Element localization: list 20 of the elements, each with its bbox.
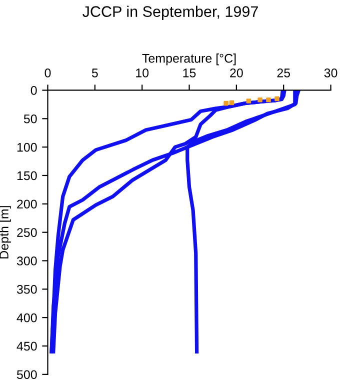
- y-tick-label: 500: [16, 370, 37, 380]
- y-tick-label: 200: [17, 200, 37, 209]
- x-tick-label: 15: [183, 68, 196, 78]
- chart-title: JCCP in September, 1997: [82, 6, 258, 20]
- y-tick-label: 250: [17, 228, 37, 237]
- x-tick-label: 0: [44, 68, 51, 78]
- x-tick-label: 10: [136, 68, 149, 78]
- y-tick-label: 50: [24, 114, 37, 124]
- y-tick-label: 450: [16, 342, 37, 351]
- y-tick-label: 150: [17, 171, 37, 180]
- x-tick-label: 5: [92, 68, 98, 78]
- x-tick-label: 30: [324, 68, 338, 78]
- x-tick-label: 25: [277, 68, 290, 78]
- x-tick-label: 20: [230, 68, 243, 78]
- x-axis-title: Temperature [°C]: [142, 54, 236, 66]
- y-tick-label: 400: [16, 313, 37, 322]
- y-tick-label: 0: [30, 86, 37, 95]
- y-tick-label: 100: [17, 142, 37, 152]
- y-tick-label: 300: [16, 256, 37, 266]
- y-tick-label: 350: [16, 284, 37, 294]
